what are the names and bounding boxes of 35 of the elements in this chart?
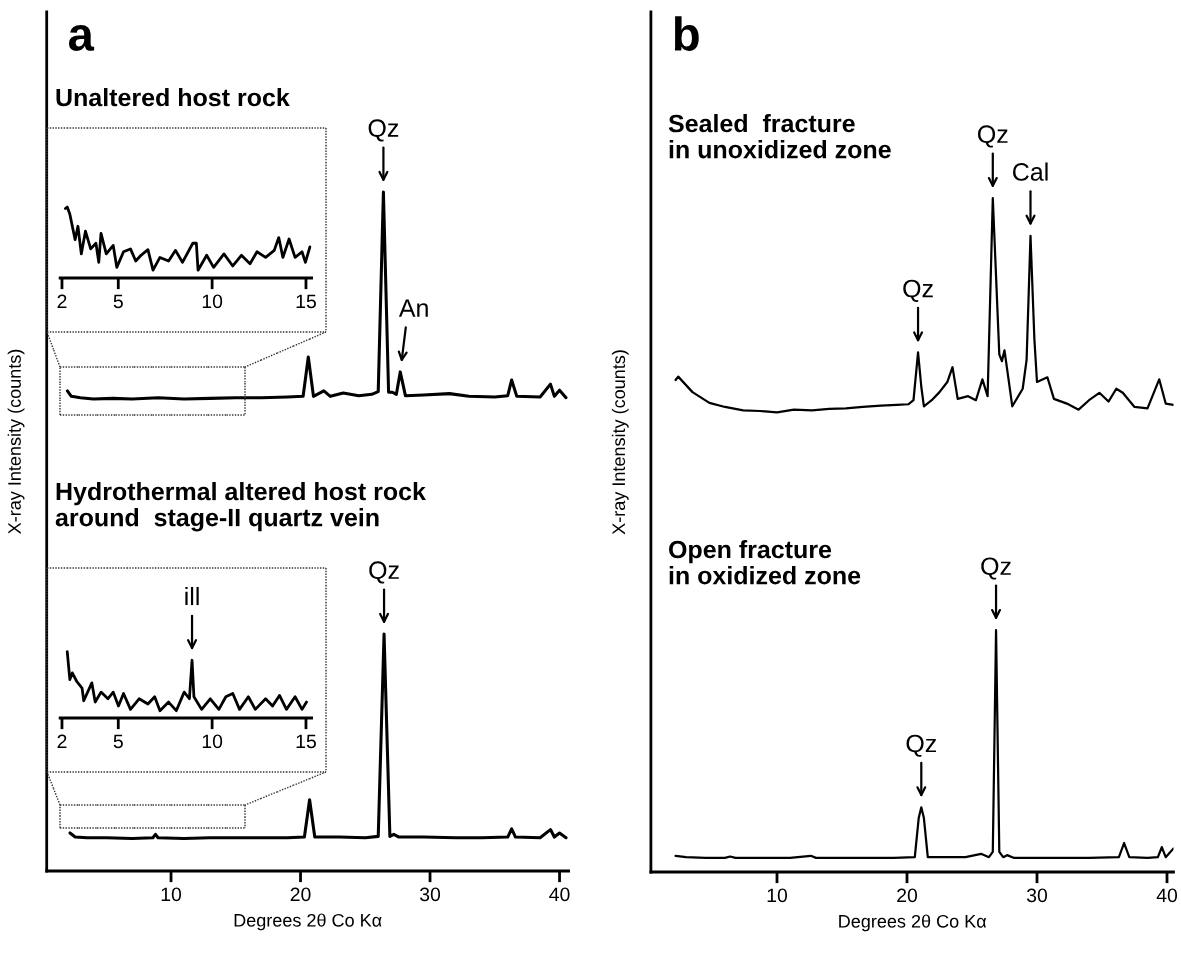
x-tick-label: 40 — [549, 887, 570, 902]
text: Sealed fracture in unoxidized zone — [668, 114, 891, 159]
annotation: Qz — [369, 561, 399, 584]
annotation: Qz — [368, 119, 399, 142]
annotation: Hydrothermal altered host rock around stage-II quartz vein — [55, 482, 426, 532]
annotation: Qz — [906, 734, 937, 757]
x-tick-label: 10 — [161, 887, 182, 902]
x-tick-label: 5 — [113, 294, 123, 309]
x-tick-label: 30 — [1026, 888, 1048, 903]
x-tick-label: 10 — [202, 734, 223, 749]
x-tick-label: 20 — [290, 887, 311, 902]
x-tick-label: 15 — [296, 734, 316, 749]
x-tick-label: 20 — [897, 888, 918, 903]
annotation: Qz — [903, 279, 933, 302]
annotation: Open fracture in oxidized zone — [669, 540, 861, 585]
x-tick-label: 15 — [296, 294, 316, 309]
annotation: An — [398, 299, 428, 317]
x-tick-label: 10 — [767, 888, 788, 903]
x-tick-label: 40 — [1156, 888, 1178, 903]
annotation: Qz — [978, 125, 1008, 148]
x-axis-title: Degrees 2θ Co Kα — [234, 913, 382, 931]
chart-title: a — [68, 25, 95, 51]
x-tick-label: 2 — [57, 294, 67, 309]
text: Unaltered host rock — [56, 88, 290, 107]
annotation: ill — [185, 586, 199, 606]
x-tick-label: 30 — [419, 887, 441, 902]
x-tick-label: 5 — [113, 734, 123, 749]
x-tick-label: 10 — [202, 294, 223, 309]
chart-title: b — [674, 16, 699, 51]
y-axis-title: X-ray Intensity (counts) — [7, 349, 25, 534]
x-tick-label: 2 — [57, 734, 67, 749]
x-axis-title: Degrees 2θ Co Kα — [839, 914, 987, 932]
annotation: Qz — [981, 557, 1011, 580]
y-axis-title: X-ray Intensity (counts) — [611, 350, 629, 535]
annotation: Cal — [1013, 162, 1048, 181]
